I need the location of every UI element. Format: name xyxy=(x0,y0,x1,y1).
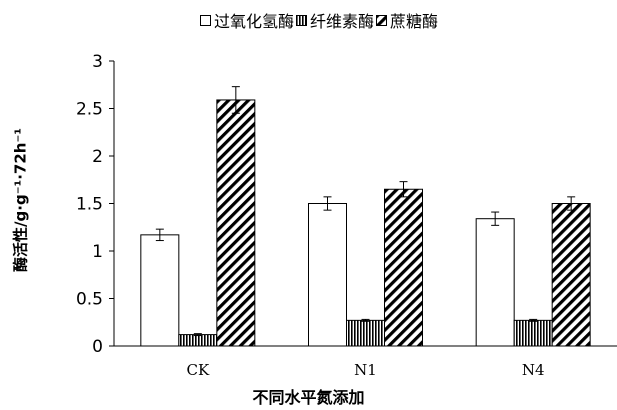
legend-label: 纤维素酶 xyxy=(310,12,375,31)
legend-swatch-white xyxy=(200,14,211,26)
bar-white xyxy=(140,234,180,347)
x-tick-label: CK xyxy=(186,361,209,379)
legend-item-sucrase: 蔗糖酶 xyxy=(376,8,438,32)
y-axis-title-text: 酶活性/g·g⁻¹·72h⁻¹ xyxy=(11,128,30,272)
legend-label: 过氧化氢酶 xyxy=(214,12,295,31)
x-axis-title: 不同水平氮添加 xyxy=(252,388,365,407)
legend-item-cellulase: 纤维素酶 xyxy=(296,8,374,32)
y-tick-label: 2.5 xyxy=(76,100,103,120)
legend-swatch-diagonal xyxy=(376,14,388,26)
x-tick-label: N1 xyxy=(354,361,377,379)
bar-vertical-lines xyxy=(346,319,385,347)
bar-white xyxy=(475,218,515,347)
y-tick-label: 1.5 xyxy=(76,195,103,215)
bar-diagonal-lines xyxy=(551,203,591,347)
legend-label: 蔗糖酶 xyxy=(390,12,439,31)
y-tick-label: 2 xyxy=(92,147,103,167)
bar-diagonal-lines xyxy=(384,188,423,347)
y-tick-label: 0.5 xyxy=(76,290,103,310)
y-tick-label: 1 xyxy=(92,242,103,262)
bar-vertical-lines xyxy=(513,319,553,347)
bar-diagonal-lines xyxy=(216,99,256,347)
legend-item-catalase: 过氧化氢酶 xyxy=(200,8,294,32)
legend-swatch-vertical xyxy=(296,14,308,26)
legend: 过氧化氢酶 纤维素酶 蔗糖酶 xyxy=(200,8,440,32)
x-tick-labels: CK N1 N4 xyxy=(186,361,544,379)
y-tick-label: 0 xyxy=(92,337,103,357)
x-tick-label: N4 xyxy=(522,361,545,379)
y-tick-label: 3 xyxy=(92,52,103,72)
bar-vertical-lines xyxy=(178,334,218,347)
bar-white xyxy=(308,203,347,347)
bars-layer xyxy=(140,86,591,347)
